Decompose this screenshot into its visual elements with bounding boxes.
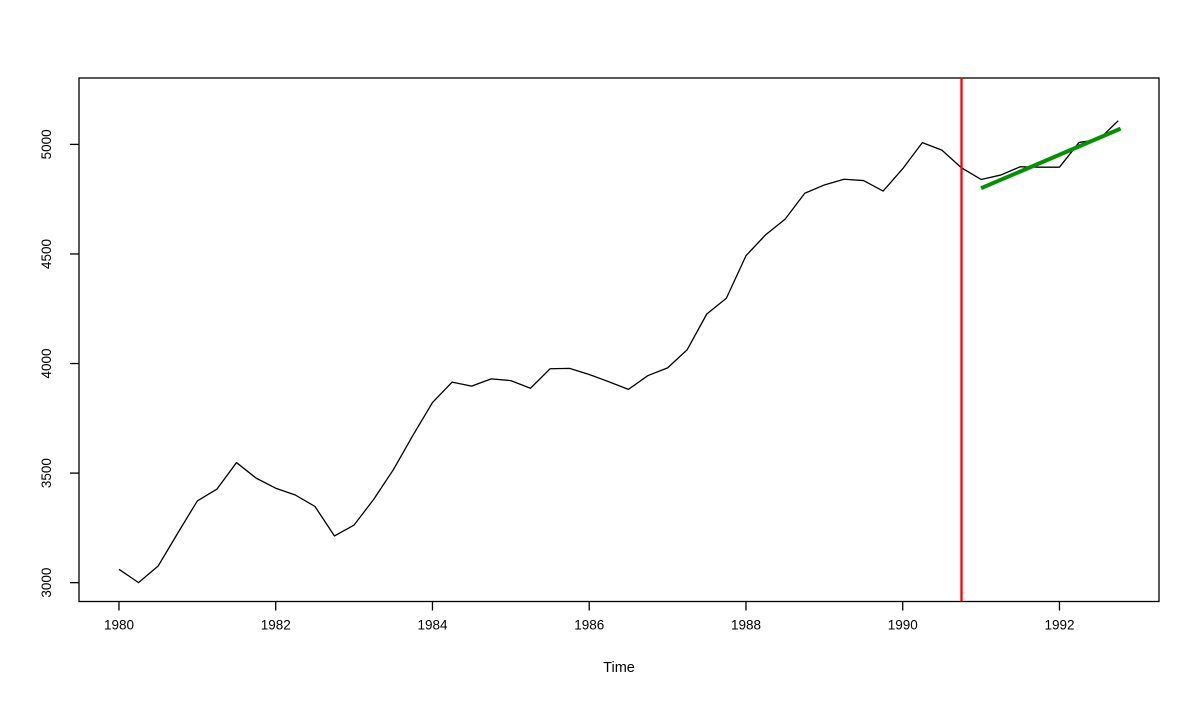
x-tick-label: 1992 (1044, 618, 1074, 633)
y-tick-label: 4000 (39, 349, 54, 379)
x-axis-title: Time (603, 660, 635, 676)
x-tick-label: 1986 (574, 618, 604, 633)
y-tick-label: 5000 (39, 129, 54, 159)
fitted-trend-segment-line (980, 126, 1122, 191)
x-tick-label: 1988 (731, 618, 761, 633)
plot-box (78, 77, 1160, 603)
y-tick-label: 3000 (39, 568, 54, 598)
x-tick-label: 1984 (417, 618, 448, 633)
y-tick-label: 4500 (39, 239, 54, 269)
observed-series-line (118, 120, 1119, 584)
x-tick-label: 1990 (888, 618, 918, 633)
x-tick-label: 1980 (104, 618, 134, 633)
y-tick-label: 3500 (39, 458, 54, 488)
x-tick-label: 1982 (261, 618, 291, 633)
